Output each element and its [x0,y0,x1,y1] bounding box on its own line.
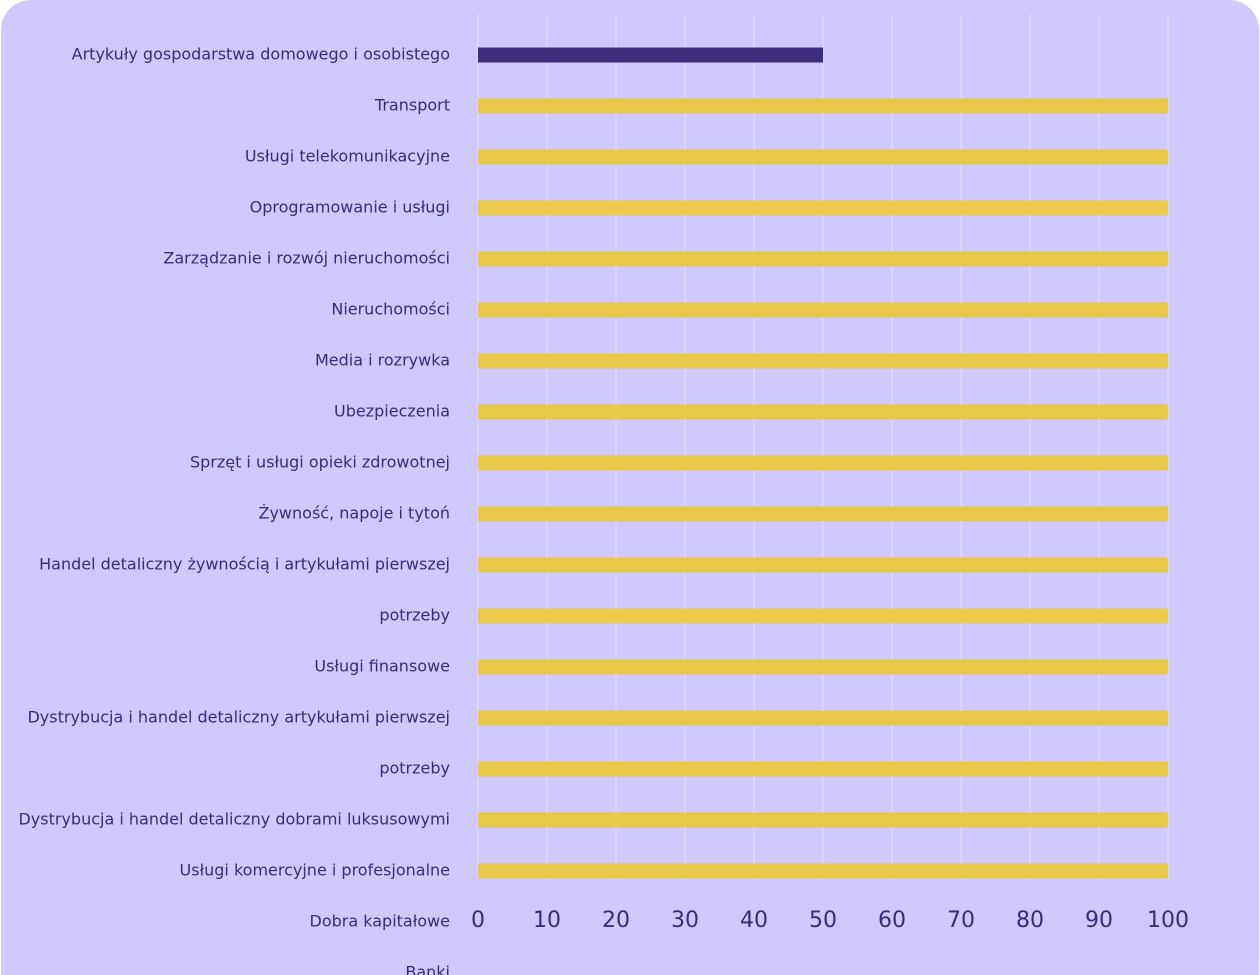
x-tick-label: 40 [740,908,768,933]
y-tick-label: Zarządzanie i rozwój nieruchomości [163,249,450,268]
bar [478,506,1168,522]
bar [478,251,1168,267]
y-tick-label: Żywność, napoje i tytoń [259,504,451,523]
bar [478,659,1168,675]
y-tick-label: Banki [405,963,450,975]
x-tick-label: 10 [533,908,561,933]
bar [478,98,1168,114]
bar [478,812,1168,828]
bar [478,608,1168,624]
y-tick-label: Oprogramowanie i usługi [250,198,450,217]
x-tick-label: 0 [471,908,485,933]
bar [478,149,1168,165]
bar [478,455,1168,471]
x-tick-label: 70 [947,908,975,933]
bar [478,200,1168,216]
bar [478,761,1168,777]
y-tick-label: Sprzęt i usługi opieki zdrowotnej [190,453,450,472]
y-tick-label: Artykuły gospodarstwa domowego i osobist… [72,45,450,64]
y-tick-label: Usługi finansowe [314,657,450,676]
y-tick-label: Usługi komercyjne i profesjonalne [180,861,450,880]
bar [478,302,1168,318]
x-tick-label: 30 [671,908,699,933]
y-tick-label: Transport [374,96,450,115]
bar [478,863,1168,879]
bar [478,353,1168,369]
x-tick-label: 90 [1085,908,1113,933]
y-tick-label: Handel detaliczny żywnością i artykułami… [39,555,450,574]
y-tick-label: Ubezpieczenia [334,402,450,421]
y-tick-label: potrzeby [379,759,450,778]
bar [478,47,823,63]
x-tick-label: 60 [878,908,906,933]
x-tick-label: 100 [1147,908,1189,933]
y-tick-label: Nieruchomości [331,300,450,319]
y-tick-label: Dystrybucja i handel detaliczny dobrami … [18,810,450,829]
x-tick-label: 80 [1016,908,1044,933]
y-tick-label: potrzeby [379,606,450,625]
y-tick-label: Media i rozrywka [315,351,450,370]
x-tick-label: 50 [809,908,837,933]
y-tick-label: Usługi telekomunikacyjne [245,147,450,166]
bar [478,557,1168,573]
x-tick-label: 20 [602,908,630,933]
y-tick-label: Dobra kapitałowe [310,912,450,931]
bar [478,404,1168,420]
y-tick-label: Dystrybucja i handel detaliczny artykuła… [27,708,450,727]
bar [478,710,1168,726]
